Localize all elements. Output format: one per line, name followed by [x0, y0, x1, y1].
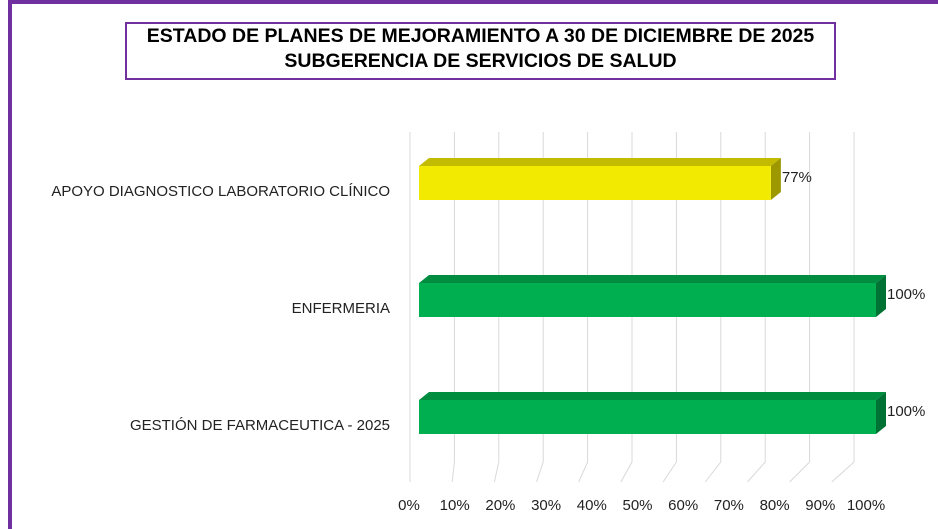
grid-line: [451, 132, 455, 483]
value-label: 77%: [782, 169, 812, 186]
y-tick-label: GESTIÓN DE FARMACEUTICA - 2025: [130, 417, 390, 434]
bar-top: [419, 392, 886, 400]
x-tick-label: 100%: [847, 497, 885, 514]
bar: [419, 400, 876, 434]
x-tick-label: 50%: [622, 497, 652, 514]
x-tick-label: 40%: [577, 497, 607, 514]
chart-title: ESTADO DE PLANES DE MEJORAMIENTO A 30 DE…: [125, 22, 836, 80]
grid-line: [789, 132, 811, 483]
bar: [419, 166, 771, 200]
grid-line: [578, 132, 589, 483]
grid-line: [493, 132, 500, 483]
bar-side: [876, 275, 886, 317]
frame: [8, 0, 938, 4]
bar-top: [419, 275, 886, 283]
x-tick-label: 0%: [398, 497, 420, 514]
y-tick-label: ENFERMERIA: [292, 300, 390, 317]
x-tick-label: 60%: [668, 497, 698, 514]
grid-line: [662, 132, 677, 483]
x-tick-label: 90%: [805, 497, 835, 514]
x-tick-label: 10%: [440, 497, 470, 514]
grid-line: [704, 132, 722, 483]
x-tick-label: 30%: [531, 497, 561, 514]
grid-line: [747, 132, 766, 483]
bar-side: [876, 392, 886, 434]
x-tick-label: 20%: [485, 497, 515, 514]
bar-side: [770, 158, 781, 200]
value-label: 100%: [887, 403, 925, 420]
grid-line: [536, 132, 544, 483]
grid-line: [620, 132, 633, 483]
x-tick-label: 80%: [760, 497, 790, 514]
y-tick-label: APOYO DIAGNOSTICO LABORATORIO CLÍNICO: [51, 183, 390, 200]
frame: [8, 0, 12, 529]
bar-top: [419, 158, 781, 166]
x-tick-label: 70%: [714, 497, 744, 514]
value-label: 100%: [887, 286, 925, 303]
bar: [419, 283, 876, 317]
grid-line: [831, 132, 855, 483]
